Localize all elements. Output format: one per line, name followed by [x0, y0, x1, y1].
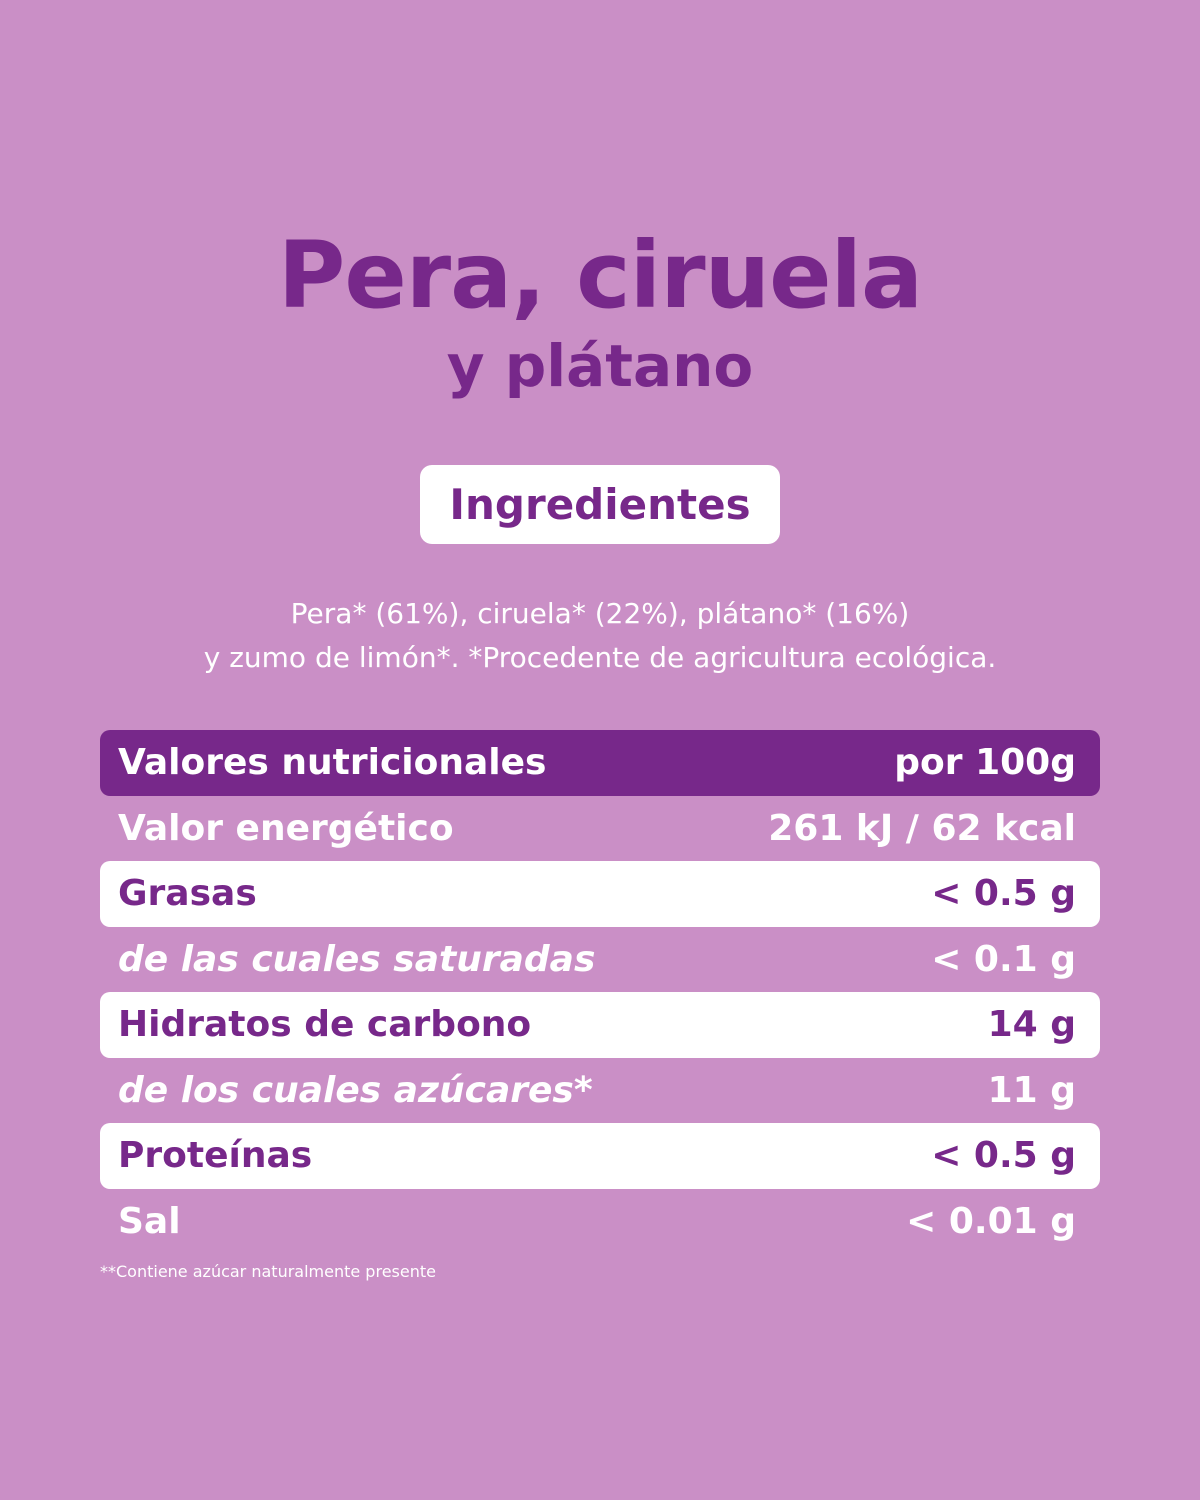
nutrient-value: < 0.1 g: [931, 938, 1076, 980]
nutrient-name: Grasas: [118, 873, 257, 915]
ingredients-line: y zumo de limón*. *Procedente de agricul…: [203, 641, 997, 674]
subtitle: y plátano: [446, 332, 754, 400]
table-row: Valor energético 261 kJ / 62 kcal: [100, 796, 1100, 862]
nutrient-value: 261 kJ / 62 kcal: [768, 807, 1076, 849]
title: Pera, ciruela: [277, 222, 923, 329]
nutrient-name: Sal: [118, 1200, 181, 1242]
nutrient-name: Valor energético: [118, 807, 454, 849]
nutrient-name: Proteínas: [118, 1135, 313, 1177]
nutrient-value: < 0.5 g: [931, 873, 1076, 915]
nutrient-value: < 0.01 g: [906, 1200, 1076, 1242]
ingredients-heading: Ingredientes: [420, 465, 780, 544]
table-row: Grasas < 0.5 g: [100, 861, 1100, 927]
ingredients-line: Pera* (61%), ciruela* (22%), plátano* (1…: [290, 597, 910, 630]
header-cell: por 100g: [894, 742, 1076, 784]
table-row: Proteínas < 0.5 g: [100, 1123, 1100, 1189]
nutrient-value: 14 g: [987, 1004, 1076, 1046]
table-row: Hidratos de carbono 14 g: [100, 992, 1100, 1058]
nutrient-name: Hidratos de carbono: [118, 1004, 532, 1046]
nutrient-value: < 0.5 g: [931, 1135, 1076, 1177]
table-header: Valores nutricionales por 100g: [100, 730, 1100, 796]
nutrient-name: de los cuales azúcares*: [118, 1069, 593, 1111]
table-row: de los cuales azúcares* 11 g: [100, 1058, 1100, 1124]
nutrient-value: 11 g: [987, 1069, 1076, 1111]
nutrient-name: de las cuales saturadas: [118, 938, 596, 980]
ingredients-text: Pera* (61%), ciruela* (22%), plátano* (1…: [0, 592, 1200, 680]
footnote: **Contiene azúcar naturalmente presente: [100, 1262, 436, 1281]
header-cell: Valores nutricionales: [118, 742, 547, 784]
nutrition-table: Valores nutricionales por 100g Valor ene…: [100, 730, 1100, 1254]
table-row: Sal < 0.01 g: [100, 1189, 1100, 1255]
table-row: de las cuales saturadas < 0.1 g: [100, 927, 1100, 993]
